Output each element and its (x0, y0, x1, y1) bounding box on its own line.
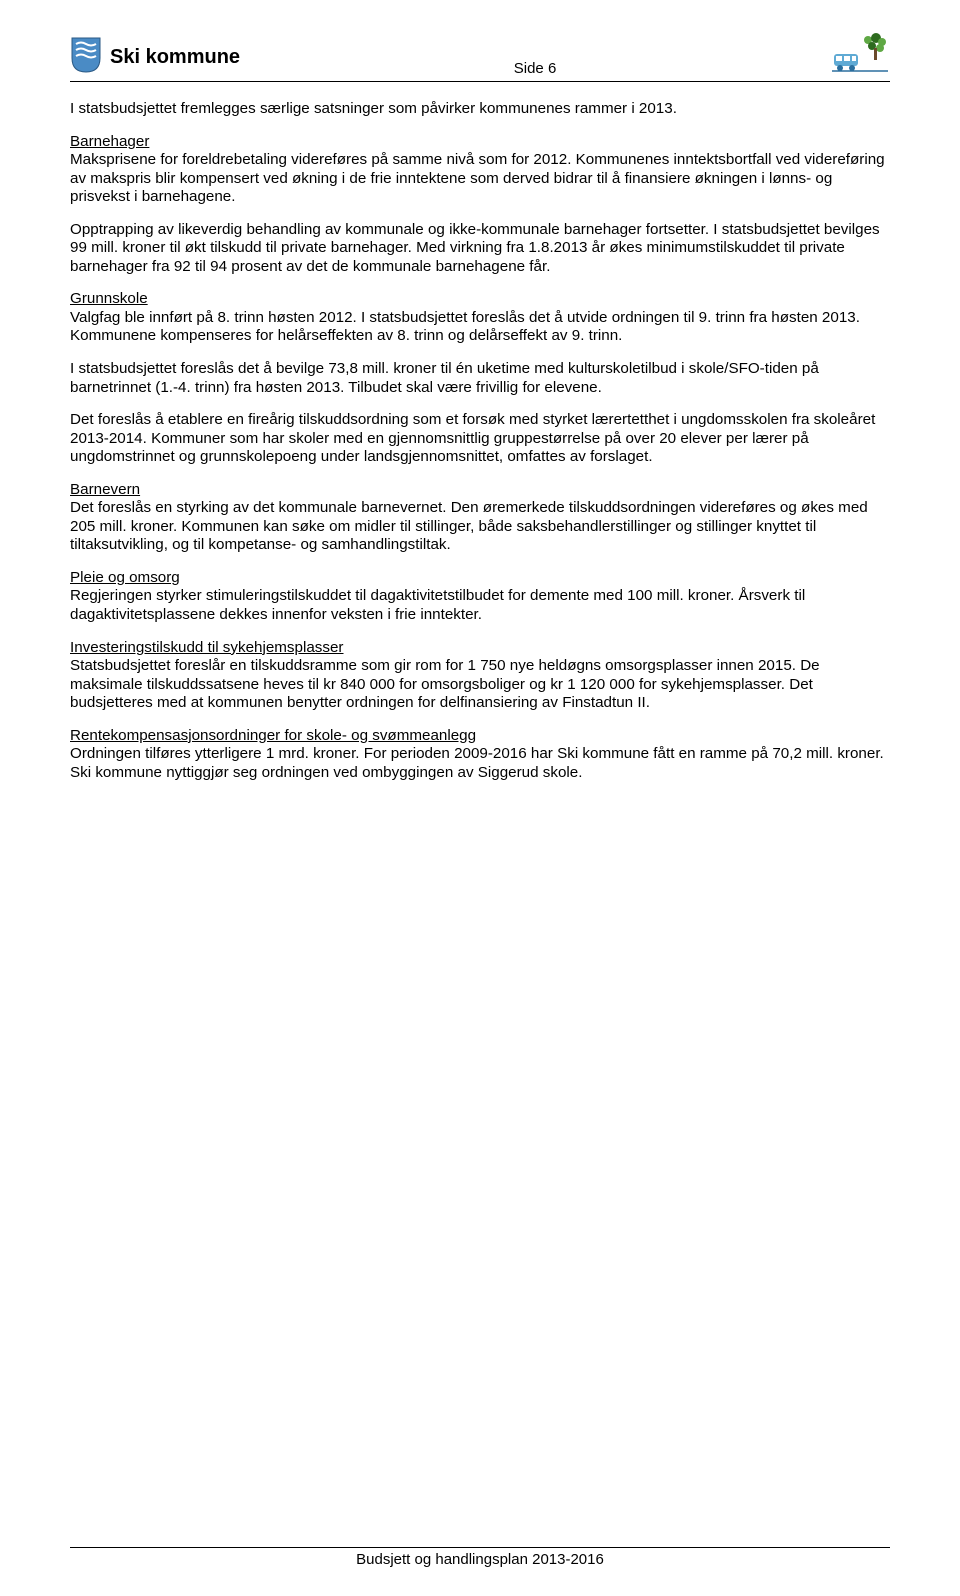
barnehager-block: Barnehager Maksprisene for foreldrebetal… (70, 133, 890, 207)
page-footer: Budsjett og handlingsplan 2013-2016 (70, 1547, 890, 1568)
pleie-heading: Pleie og omsorg (70, 569, 180, 586)
grunnskole-p2: I statsbudsjettet foreslås det å bevilge… (70, 360, 890, 397)
intro-paragraph: I statsbudsjettet fremlegges særlige sat… (70, 100, 890, 119)
pleie-block: Pleie og omsorg Regjeringen styrker stim… (70, 569, 890, 625)
barnevern-block: Barnevern Det foreslås en styrking av de… (70, 481, 890, 555)
barnevern-heading: Barnevern (70, 481, 140, 498)
investering-heading: Investeringstilskudd til sykehjemsplasse… (70, 639, 344, 656)
rente-heading: Rentekompensasjonsordninger for skole- o… (70, 727, 476, 744)
tree-train-icon (830, 61, 890, 78)
barnehager-p2: Opptrapping av likeverdig behandling av … (70, 221, 890, 277)
page-header: Ski kommune Side 6 (70, 30, 890, 82)
document-body: I statsbudsjettet fremlegges særlige sat… (70, 100, 890, 782)
grunnskole-heading: Grunnskole (70, 290, 148, 307)
rente-p1: Ordningen tilføres ytterligere 1 mrd. kr… (70, 745, 884, 781)
footer-text: Budsjett og handlingsplan 2013-2016 (356, 1551, 604, 1568)
municipality-name: Ski kommune (110, 46, 240, 69)
pleie-p1: Regjeringen styrker stimuleringstilskudd… (70, 587, 805, 623)
header-left: Ski kommune (70, 36, 240, 79)
grunnskole-p3: Det foreslås å etablere en fireårig tils… (70, 411, 890, 467)
header-right-logo (830, 30, 890, 79)
investering-block: Investeringstilskudd til sykehjemsplasse… (70, 639, 890, 713)
grunnskole-block: Grunnskole Valgfag ble innført på 8. tri… (70, 290, 890, 346)
rente-block: Rentekompensasjonsordninger for skole- o… (70, 727, 890, 783)
barnehager-heading: Barnehager (70, 133, 149, 150)
barnehager-p1: Maksprisene for foreldrebetaling videref… (70, 151, 885, 205)
investering-p1: Statsbudsjettet foreslår en tilskuddsram… (70, 657, 820, 711)
barnevern-p1: Det foreslås en styrking av det kommunal… (70, 499, 868, 553)
document-page: Ski kommune Side 6 (0, 0, 960, 1596)
municipality-shield-icon (70, 36, 102, 79)
grunnskole-p1: Valgfag ble innført på 8. trinn høsten 2… (70, 309, 860, 345)
page-number-label: Side 6 (240, 60, 830, 79)
